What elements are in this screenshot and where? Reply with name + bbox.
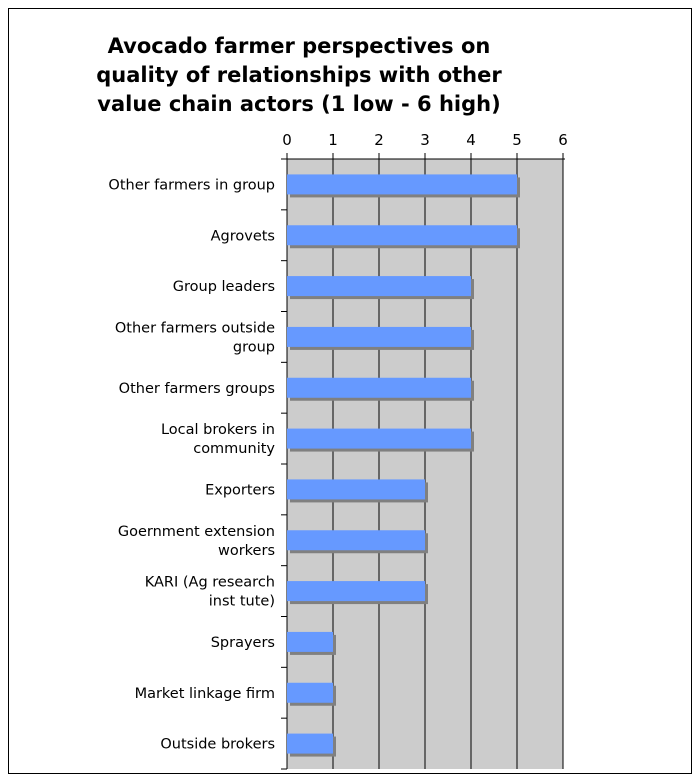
bar [287, 428, 471, 449]
bar [287, 276, 471, 297]
category-label: Other farmers in group [108, 177, 275, 193]
x-tick-label: 0 [282, 131, 292, 149]
x-tick-label: 4 [466, 131, 476, 149]
bar [287, 581, 425, 602]
x-tick-label: 1 [328, 131, 338, 149]
category-label: Outside brokers [160, 737, 275, 753]
category-label: Other farmers outside [115, 320, 275, 336]
bar [287, 479, 425, 500]
bar [287, 682, 333, 703]
chart-title-line: Avocado farmer perspectives on [108, 34, 491, 58]
category-label: Sprayers [211, 635, 275, 651]
category-label: Exporters [205, 482, 275, 498]
bar [287, 733, 333, 754]
category-label: group [233, 339, 275, 355]
bar [287, 377, 471, 398]
category-label: KARI (Ag research [145, 575, 275, 591]
category-label: Local brokers in [161, 422, 275, 438]
bar [287, 174, 517, 195]
chart-title-line: quality of relationships with other [96, 63, 502, 87]
bar [287, 530, 425, 551]
bar-chart: Avocado farmer perspectives on quality of… [96, 34, 568, 770]
category-label: inst tute) [209, 594, 275, 610]
bar [287, 326, 471, 347]
category-label: Goernment extension [118, 524, 275, 540]
x-tick-label: 5 [512, 131, 522, 149]
bar [287, 225, 517, 246]
category-label: community [193, 441, 275, 457]
chart-title-line: value chain actors (1 low - 6 high) [97, 92, 500, 116]
chart-frame: Avocado farmer perspectives on quality of… [8, 8, 692, 774]
category-label: Other farmers groups [119, 381, 275, 397]
category-label: workers [218, 543, 275, 559]
x-tick-label: 6 [558, 131, 568, 149]
category-label: Market linkage firm [135, 686, 275, 702]
category-label: Group leaders [173, 279, 275, 295]
x-tick-label: 2 [374, 131, 384, 149]
category-label: Agrovets [211, 228, 275, 244]
x-tick-label: 3 [420, 131, 430, 149]
bar [287, 631, 333, 652]
